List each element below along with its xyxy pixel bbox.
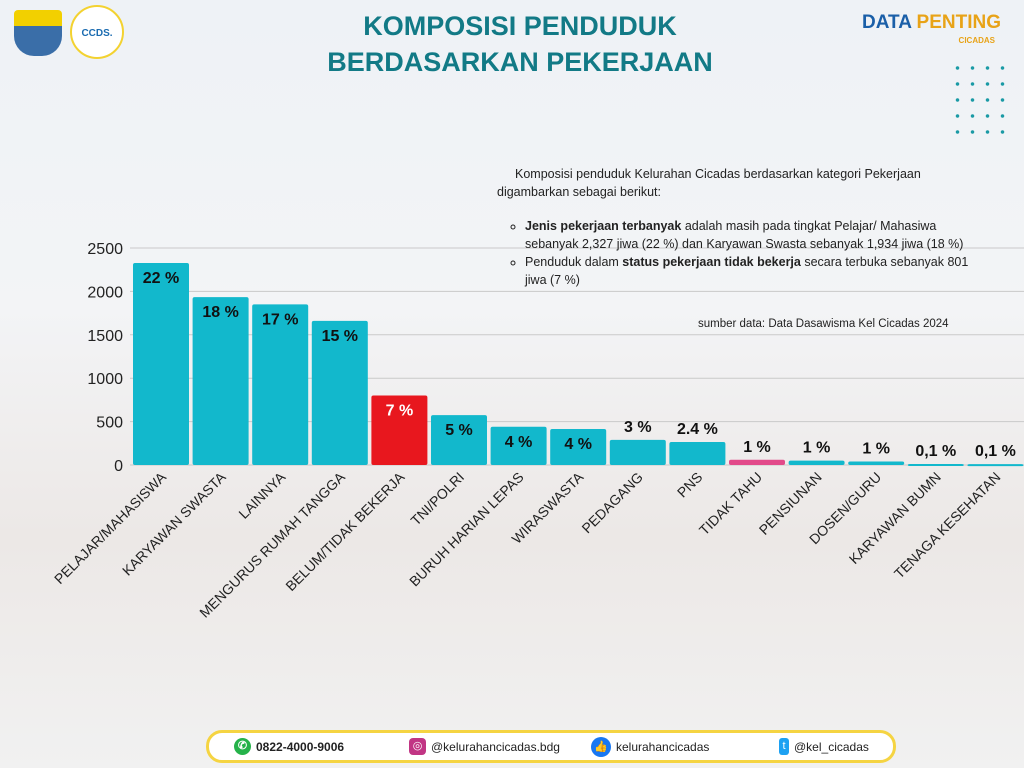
y-tick-label: 1500 (87, 328, 123, 345)
bar (311, 320, 368, 465)
x-category-label: LAINNYA (235, 468, 288, 521)
x-category-label: PNS (674, 469, 706, 501)
decorative-dots (950, 60, 1010, 140)
data-label: 22 % (143, 270, 179, 287)
x-category-label: PEDAGANG (578, 469, 645, 536)
x-category-label: BURUH HARIAN LEPAS (406, 469, 527, 590)
data-label: 4 % (564, 436, 592, 453)
bullet-2-pre: Penduduk dalam (525, 255, 623, 269)
data-label: 5 % (445, 422, 473, 439)
x-category-label: TNI/POLRI (407, 469, 467, 529)
data-label: 7 % (386, 402, 414, 419)
contact-footer: ✆ 0822-4000-9006 ◎ @kelurahancicadas.bdg 👍… (206, 730, 896, 763)
whatsapp-icon: ✆ (234, 738, 251, 755)
data-label: 1 % (803, 440, 831, 457)
page-title: KOMPOSISI PENDUDUK BERDASARKAN PEKERJAAN (250, 8, 790, 80)
data-label: 1 % (862, 441, 890, 458)
data-label: 0,1 % (975, 443, 1016, 460)
brand-a: DATA (862, 12, 917, 33)
bar (371, 395, 428, 465)
bar-chart: 0 500 1000 1500 2000 2500 22 % PELAJAR/MAHASISW… (51, 241, 1024, 621)
bar (609, 439, 666, 465)
bullet-2: Penduduk dalam status pekerjaan tidak be… (525, 253, 977, 289)
description: Komposisi penduduk Kelurahan Cicadas ber… (497, 165, 977, 289)
y-tick-label: 0 (114, 458, 123, 475)
x-category-label: KARYAWAN SWASTA (119, 468, 229, 578)
bar (133, 263, 189, 465)
bar (967, 464, 1024, 467)
bar (669, 441, 726, 465)
data-label: 17 % (262, 311, 298, 328)
x-category-label: BELUM/TIDAK BEKERJA (282, 468, 408, 594)
bar (848, 461, 905, 465)
twitter-contact[interactable]: t @kel_cicadas (779, 738, 869, 755)
facebook-contact[interactable]: 👍 kelurahancicadas (591, 736, 710, 757)
data-label: 3 % (624, 419, 652, 436)
bandung-city-logo (14, 10, 62, 56)
data-label: 15 % (322, 328, 358, 345)
phone-contact[interactable]: ✆ 0822-4000-9006 (234, 738, 344, 755)
bullet-2-bold: status pekerjaan tidak bekerja (622, 255, 801, 269)
bullet-1: Jenis pekerjaan terbanyak adalah masih p… (525, 217, 977, 253)
instagram-contact[interactable]: ◎ @kelurahancicadas.bdg (409, 738, 560, 755)
bullet-1-bold: Jenis pekerjaan terbanyak (525, 219, 682, 233)
twitter-text: @kel_cicadas (794, 739, 869, 754)
x-category-label: TENAGA KESEHATAN (891, 469, 1004, 582)
bar (550, 428, 607, 465)
bar (192, 297, 249, 465)
twitter-icon: t (779, 738, 789, 755)
facebook-icon: 👍 (591, 736, 611, 757)
y-tick-label: 2500 (87, 241, 123, 258)
data-penting-logo: DATA PENTING CICADAS (862, 12, 1007, 46)
brand-b: PENTING (916, 12, 1001, 33)
bar (490, 426, 547, 465)
data-label: 4 % (505, 434, 533, 451)
phone-text: 0822-4000-9006 (256, 739, 345, 754)
bar (788, 460, 845, 465)
title-line-1: KOMPOSISI PENDUDUK (363, 11, 677, 41)
bar (252, 304, 309, 465)
facebook-text: kelurahancicadas (616, 739, 710, 754)
data-label: 18 % (202, 304, 238, 321)
data-label: 1 % (743, 439, 771, 456)
description-intro: Komposisi penduduk Kelurahan Cicadas ber… (497, 167, 921, 199)
title-line-2: BERDASARKAN PEKERJAAN (327, 47, 713, 77)
instagram-text: @kelurahancicadas.bdg (431, 739, 560, 754)
bar (729, 459, 785, 465)
bar (907, 463, 964, 466)
x-category-label: TIDAK TAHU (696, 469, 765, 538)
ccds-logo: CCDS. (70, 5, 124, 59)
bullet-1-text: adalah masih pada tingkat Pelajar/ Mahas… (525, 219, 964, 251)
data-label: 2.4 % (677, 421, 718, 438)
data-label: 0,1 % (915, 443, 956, 460)
bar (431, 415, 487, 465)
brand-sub: CICADAS (958, 36, 995, 45)
ccds-logo-text: CCDS. (81, 28, 113, 39)
y-tick-label: 1000 (87, 371, 123, 388)
bullet-2-text: secara terbuka sebanyak 801 jiwa (7 %) (525, 255, 969, 287)
y-tick-label: 2000 (87, 284, 123, 301)
y-tick-label: 500 (96, 415, 123, 432)
data-source: sumber data: Data Dasawisma Kel Cicadas … (698, 318, 949, 330)
instagram-icon: ◎ (409, 738, 426, 755)
x-category-label: PELAJAR/MAHASISWA (51, 468, 170, 587)
